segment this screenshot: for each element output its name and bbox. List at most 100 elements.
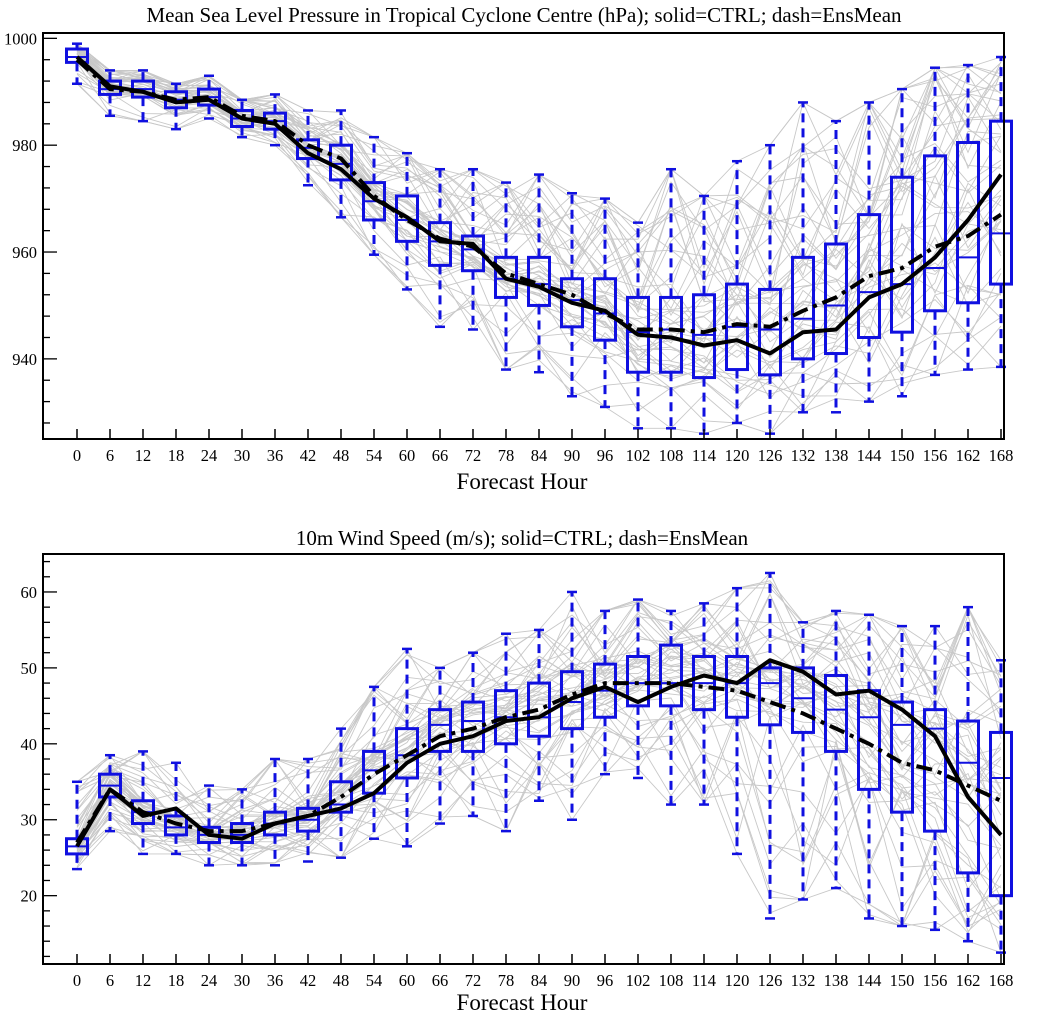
pressure-x-tick-label: 126: [758, 446, 783, 465]
wind-box-iqr: [428, 708, 452, 753]
wind-box: [329, 727, 353, 859]
pressure-panel: Mean Sea Level Pressure in Tropical Cycl…: [4, 3, 1013, 494]
pressure-ensmean-line: [75, 58, 1003, 335]
pressure-box-iqr: [857, 213, 881, 339]
wind-x-tick-label: 162: [956, 971, 981, 990]
wind-box: [395, 647, 419, 848]
pressure-x-tick-label: 150: [890, 446, 915, 465]
wind-x-tick-label: 12: [135, 971, 152, 990]
wind-box-iqr: [329, 780, 353, 814]
pressure-x-tick-label: 162: [956, 446, 981, 465]
wind-box-iqr: [791, 666, 815, 734]
wind-box-iqr: [395, 727, 419, 780]
wind-x-tick-label: 108: [659, 971, 684, 990]
wind-x-axis-label: Forecast Hour: [457, 990, 588, 1015]
pressure-series-lines: [75, 55, 1003, 356]
wind-axes: [42, 553, 1005, 965]
pressure-box: [494, 181, 518, 371]
pressure-x-tick-label: 144: [857, 446, 882, 465]
pressure-x-tick-label: 18: [168, 446, 185, 465]
wind-x-tick-label: 84: [531, 971, 548, 990]
pressure-box: [956, 63, 980, 371]
pressure-x-tick-label: 6: [106, 446, 114, 465]
wind-box-iqr: [824, 673, 848, 753]
wind-y-tick-label: 60: [21, 583, 38, 602]
pressure-y-tick-label: 980: [12, 136, 37, 155]
pressure-x-tick-label: 66: [432, 446, 449, 465]
pressure-box: [593, 197, 617, 409]
wind-x-tick-label: 72: [465, 971, 482, 990]
wind-x-tick-label: 60: [399, 971, 416, 990]
wind-tick-labels: 0 6 12 18 24 30 36 42 48 54 60 66 72 78 84 90 96 102 108 11…: [21, 583, 1014, 990]
pressure-member-line: [76, 44, 1002, 280]
pressure-box: [824, 119, 848, 414]
wind-box-iqr: [164, 814, 188, 837]
pressure-x-tick-label: 24: [201, 446, 218, 465]
pressure-member-line: [76, 43, 1002, 267]
pressure-box-iqr: [890, 175, 914, 334]
wind-panel: 10m Wind Speed (m/s); solid=CTRL; dash=E…: [21, 526, 1014, 1015]
pressure-box: [725, 159, 749, 425]
pressure-x-tick-label: 90: [564, 446, 581, 465]
wind-box: [791, 621, 815, 901]
wind-box: [659, 609, 683, 806]
wind-x-tick-label: 120: [725, 971, 750, 990]
pressure-x-tick-label: 84: [531, 446, 548, 465]
wind-box: [494, 632, 518, 833]
wind-chart-title: 10m Wind Speed (m/s); solid=CTRL; dash=E…: [296, 526, 749, 550]
pressure-member-line: [76, 81, 1002, 412]
wind-box: [692, 602, 716, 806]
wind-member-line: [76, 706, 1002, 927]
wind-x-tick-label: 132: [791, 971, 816, 990]
wind-member-line: [76, 609, 1002, 840]
pressure-box: [692, 194, 716, 435]
wind-x-tick-label: 156: [923, 971, 948, 990]
wind-box: [725, 586, 749, 856]
wind-boxplots: [65, 571, 1013, 954]
pressure-y-tick-label: 1000: [4, 29, 37, 48]
wind-x-tick-label: 96: [597, 971, 614, 990]
wind-x-tick-label: 0: [73, 971, 81, 990]
wind-x-tick-label: 24: [201, 971, 218, 990]
pressure-box-iqr: [65, 47, 89, 64]
pressure-box-iqr: [791, 255, 815, 361]
wind-x-tick-label: 18: [168, 971, 185, 990]
pressure-x-tick-label: 54: [366, 446, 383, 465]
pressure-x-tick-label: 30: [234, 446, 251, 465]
pressure-x-tick-label: 96: [597, 446, 614, 465]
wind-member-line: [76, 697, 1002, 926]
pressure-x-tick-label: 42: [300, 446, 317, 465]
pressure-x-tick-label: 78: [498, 446, 515, 465]
wind-x-tick-label: 54: [366, 971, 383, 990]
wind-member-line: [76, 593, 1002, 833]
pressure-member-line: [76, 83, 1002, 429]
pressure-x-tick-label: 60: [399, 446, 416, 465]
wind-box: [923, 624, 947, 932]
pressure-plot-frame: [42, 32, 1005, 440]
wind-x-tick-label: 90: [564, 971, 581, 990]
pressure-member-line: [76, 43, 1002, 286]
pressure-axes: [42, 32, 1005, 440]
wind-x-tick-label: 168: [989, 971, 1014, 990]
wind-box: [989, 659, 1013, 954]
wind-box-iqr: [923, 708, 947, 833]
pressure-chart-title: Mean Sea Level Pressure in Tropical Cycl…: [146, 3, 902, 27]
wind-box: [956, 605, 980, 943]
wind-box-iqr: [659, 643, 683, 708]
pressure-box: [197, 74, 221, 120]
wind-y-tick-label: 20: [21, 887, 38, 906]
wind-x-tick-label: 42: [300, 971, 317, 990]
pressure-box-iqr: [923, 154, 947, 313]
wind-box: [197, 784, 221, 867]
wind-box: [428, 666, 452, 825]
pressure-box: [857, 101, 881, 403]
pressure-x-tick-label: 156: [923, 446, 948, 465]
wind-x-tick-label: 78: [498, 971, 515, 990]
pressure-x-tick-label: 12: [135, 446, 152, 465]
pressure-box: [428, 167, 452, 329]
pressure-box: [923, 66, 947, 377]
wind-x-tick-label: 138: [824, 971, 849, 990]
wind-x-tick-label: 36: [267, 971, 284, 990]
pressure-x-tick-label: 72: [465, 446, 482, 465]
pressure-x-tick-label: 114: [692, 446, 716, 465]
